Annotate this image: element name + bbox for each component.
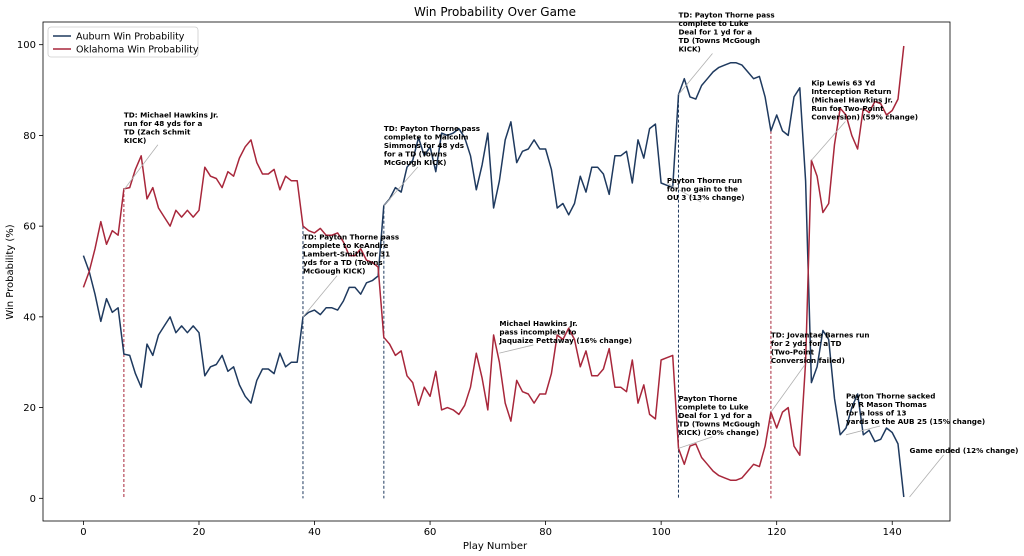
annotation-line: Kip Lewis 63 Yd [811,79,875,88]
annotation-line: (Two-Point [771,347,815,356]
plot-area: TD: Michael Hawkins Jr. run for 48 yds fo… [82,10,1019,499]
annotation-arrow-5 [666,182,702,203]
x-tick-label-2: 40 [308,527,321,538]
x-tick-label-5: 100 [652,527,671,538]
y-tick-label-2: 40 [23,312,36,323]
annotation-arrow-0 [123,144,159,191]
annotation-line: Game ended (12% change) [910,446,1019,455]
annotation-line: TD: Payton Thorne pass [384,124,480,133]
annotation-line: KICK) [678,44,700,53]
annotation-line: pass incomplete to [499,327,576,336]
x-tick-label-4: 80 [539,527,552,538]
annotation-line: complete to Luke [678,19,748,28]
annotation-2: TD: Payton Thorne pass complete to Malcol… [384,124,480,167]
annotation-line: complete to Luke [678,402,748,411]
y-tick-label-5: 100 [17,40,36,51]
annotation-line: Lambert-Smith for 31 [303,250,390,259]
y-axis-label: Win Probability (%) [5,224,16,319]
annotation-line: TD (Towns McGough [678,36,760,45]
annotation-line: Payton Thorne sacked [846,392,935,401]
legend-box [47,26,199,58]
chart-title: Win Probability Over Game [414,5,576,19]
axes-frame [42,21,951,522]
legend-entry-1: Oklahoma Win Probability [76,45,199,56]
annotation-line: TD (Zach Schmit [124,127,191,136]
annotation-arrow-3 [499,344,534,354]
annotation-line: Run for Two-Point [811,104,884,113]
annotation-arrow-1 [302,275,338,318]
annotation-line: by R Mason Thomas [846,400,927,409]
annotation-line: yds for a TD (Towns [303,258,383,267]
annotation-line: TD (Towns McGough [678,419,760,428]
y-tick-label-1: 20 [23,403,36,414]
x-tick-label-1: 20 [193,527,206,538]
annotation-arrow-9 [845,425,881,436]
annotation-arrow-6 [811,121,846,161]
annotation-line: yards to the AUB 25 (15% change) [846,417,985,426]
annotation-7: TD: Jovantae Barnes run for 2 yds for a T… [771,330,870,365]
annotation-line: McGough KICK) [303,267,366,276]
annotation-arrow-8 [678,436,713,449]
annotation-line: for 2 yds for a TD [771,339,842,348]
annotation-arrow-7 [770,364,806,413]
annotation-line: for a loss of 13 [846,409,907,418]
x-tick-label-0: 0 [80,527,86,538]
annotation-line: Payton Thorne [678,394,737,403]
annotation-line: Michael Hawkins Jr. [499,319,577,328]
annotation-line: (Michael Hawkins Jr. [811,96,893,105]
x-axis-label: Play Number [463,541,528,552]
annotation-line: TD: Payton Thorne pass [678,10,774,19]
annotation-0: TD: Michael Hawkins Jr. run for 48 yds fo… [124,110,219,145]
annotation-line: TD: Jovantae Barnes run [771,330,870,339]
series-line-0 [82,62,905,498]
annotation-6: Kip Lewis 63 Yd Interception Return (Micha… [811,79,918,122]
annotation-line: Deal for 1 yd for a [678,411,752,420]
annotation-line: KICK) [124,136,146,145]
annotation-line: complete to Malcolm [384,132,468,141]
annotation-line: for no gain to the [667,185,738,194]
annotation-line: for a TD (Towns [384,149,447,158]
axes: 0 20 40 60 80 100 120 140 0 20 40 60 80 100 [17,21,951,538]
annotation-line: OU 3 (13% change) [667,193,745,202]
annotation-line: McGough KICK) [384,158,447,167]
annotation-line: Payton Thorne run [667,176,742,185]
annotation-9: Payton Thorne sacked by R Mason Thomas for… [846,392,985,427]
series-line-1 [82,45,905,481]
annotation-line: Jaquaize Pettaway (16% change) [498,336,632,345]
annotation-line: KICK) (20% change) [678,428,759,437]
legend: Auburn Win Probability Oklahoma Win Proba… [47,26,199,58]
x-tick-label-3: 60 [424,527,437,538]
annotation-line: Interception Return [811,87,891,96]
annotation-line: run for 48 yds for a [124,119,203,128]
annotation-10: Game ended (12% change) [910,446,1019,455]
annotation-line: Deal for 1 yd for a [678,27,752,36]
annotation-line: TD: Michael Hawkins Jr. [124,110,219,119]
y-tick-label-0: 0 [30,494,36,505]
annotation-4: TD: Payton Thorne pass complete to Luke De… [678,10,774,53]
x-tick-label-7: 140 [883,527,902,538]
annotation-8: Payton Thorne complete to Luke Deal for 1 … [678,394,760,437]
x-tick-label-6: 120 [767,527,786,538]
legend-entry-0: Auburn Win Probability [76,32,185,43]
annotation-1: TD: Payton Thorne pass complete to KeAndr… [303,233,399,276]
annotation-line: Conversion) (59% change) [811,113,918,122]
annotation-arrow-4 [678,53,713,95]
annotation-5: Payton Thorne run for no gain to the OU 3 … [667,176,745,202]
y-tick-label-4: 80 [23,131,36,142]
annotation-arrow-10 [909,454,944,498]
annotation-3: Michael Hawkins Jr. pass incomplete to Jaq… [498,319,632,345]
annotation-line: Simmons for 48 yds [384,141,464,150]
annotation-line: TD: Payton Thorne pass [303,233,399,242]
annotation-line: Conversion failed) [771,356,845,365]
annotation-arrow-2 [383,166,419,206]
y-tick-label-3: 60 [23,222,36,233]
annotation-line: complete to KeAndre [303,241,389,250]
